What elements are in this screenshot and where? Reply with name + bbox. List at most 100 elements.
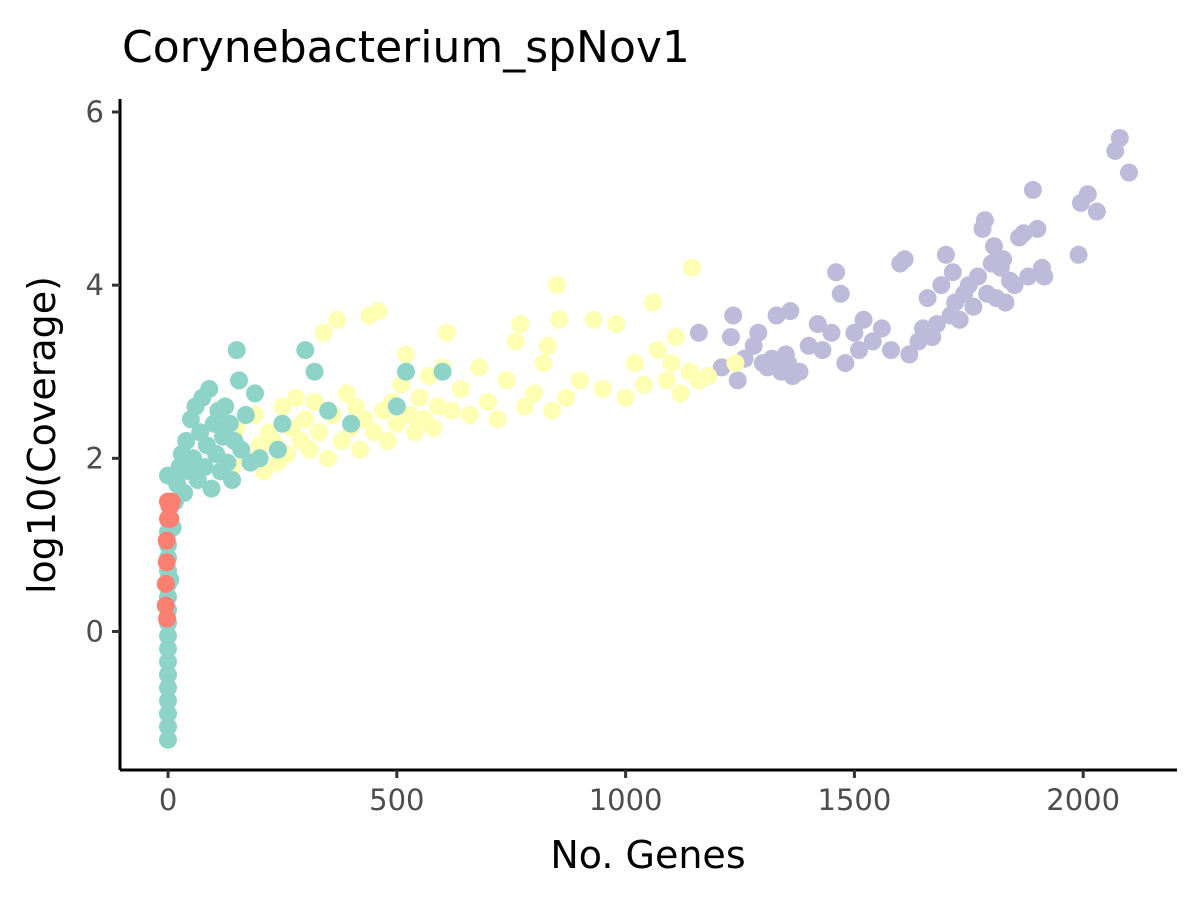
data-point [593, 380, 612, 398]
x-tick-label: 2000 [1046, 783, 1120, 817]
data-point [683, 258, 701, 277]
data-point [1014, 224, 1033, 243]
data-point [975, 211, 994, 230]
y-tick-label: 0 [86, 614, 104, 648]
data-point [200, 380, 219, 398]
data-point [1023, 180, 1042, 199]
data-point [156, 596, 175, 615]
data-point [1005, 276, 1024, 295]
data-point [162, 492, 181, 511]
x-tick-label: 500 [369, 783, 424, 817]
data-point [950, 310, 969, 329]
data-point [850, 341, 868, 360]
data-point [419, 367, 438, 386]
data-point [763, 349, 781, 368]
data-point [667, 328, 685, 347]
data-point [657, 371, 676, 390]
data-point [607, 315, 626, 334]
data-point [369, 302, 388, 321]
data-point [287, 388, 306, 407]
data-point [365, 423, 383, 442]
data-point [689, 323, 708, 342]
data-point [220, 414, 239, 433]
data-point [900, 345, 919, 364]
data-point [1078, 185, 1097, 204]
data-point [424, 419, 443, 437]
data-point [994, 250, 1013, 269]
data-point [159, 678, 177, 697]
data-point [157, 553, 176, 572]
data-point [332, 432, 351, 450]
data-point [1019, 267, 1038, 286]
data-point [1069, 245, 1088, 264]
points-layer [156, 129, 1138, 749]
data-point [936, 245, 955, 264]
data-point [726, 354, 745, 373]
data-point [932, 276, 951, 295]
data-point [548, 276, 566, 295]
data-point [712, 358, 731, 377]
data-point [319, 401, 338, 420]
data-point [159, 626, 177, 645]
data-point [429, 397, 447, 416]
data-point [442, 401, 461, 420]
data-point [699, 367, 717, 386]
data-point [268, 440, 287, 459]
data-point [158, 609, 177, 628]
data-point [479, 393, 498, 411]
data-point [305, 393, 324, 411]
data-point [246, 384, 264, 403]
data-point [314, 323, 333, 342]
data-point [550, 310, 569, 329]
data-point [506, 332, 525, 351]
data-point [964, 297, 983, 316]
data-point [159, 665, 177, 684]
data-point [337, 384, 356, 403]
data-point [387, 397, 406, 416]
data-point [236, 406, 255, 424]
data-point [790, 362, 809, 381]
data-point [511, 315, 530, 334]
data-point [177, 432, 196, 450]
data-point [996, 293, 1015, 312]
data-point [319, 449, 338, 468]
data-point [616, 388, 635, 407]
data-point [534, 354, 553, 373]
data-point [195, 458, 214, 476]
data-point [218, 453, 237, 472]
data-point [378, 432, 397, 450]
data-point [767, 306, 786, 325]
data-point [831, 284, 850, 303]
y-tick-label: 4 [86, 268, 104, 302]
data-point [863, 332, 882, 351]
data-point [351, 440, 370, 459]
data-point [662, 354, 681, 373]
y-tick-label: 2 [86, 441, 104, 475]
data-point [328, 310, 347, 329]
data-point [749, 323, 768, 342]
data-point [157, 531, 176, 550]
x-tick-label: 1500 [818, 783, 892, 817]
data-point [159, 704, 177, 723]
data-point [273, 414, 292, 433]
data-point [781, 302, 800, 321]
data-point [410, 388, 429, 407]
data-point [721, 328, 740, 347]
data-point [872, 319, 891, 338]
x-tick-label: 1000 [589, 783, 663, 817]
data-point [813, 341, 832, 360]
y-axis-title: log10(Coverage) [20, 276, 64, 594]
chart-title: Corynebacterium_spNov1 [122, 22, 690, 73]
x-ticks: 0 500 1000 1500 2000 [159, 770, 1120, 817]
data-point [1110, 129, 1129, 147]
y-tick-label: 6 [86, 95, 104, 129]
data-point [296, 410, 315, 429]
data-point [985, 237, 1003, 256]
data-point [159, 717, 177, 736]
data-point [1028, 219, 1047, 238]
data-point [497, 371, 516, 390]
data-point [1035, 267, 1054, 286]
data-point [355, 410, 374, 429]
data-point [882, 341, 900, 360]
data-point [156, 574, 175, 593]
